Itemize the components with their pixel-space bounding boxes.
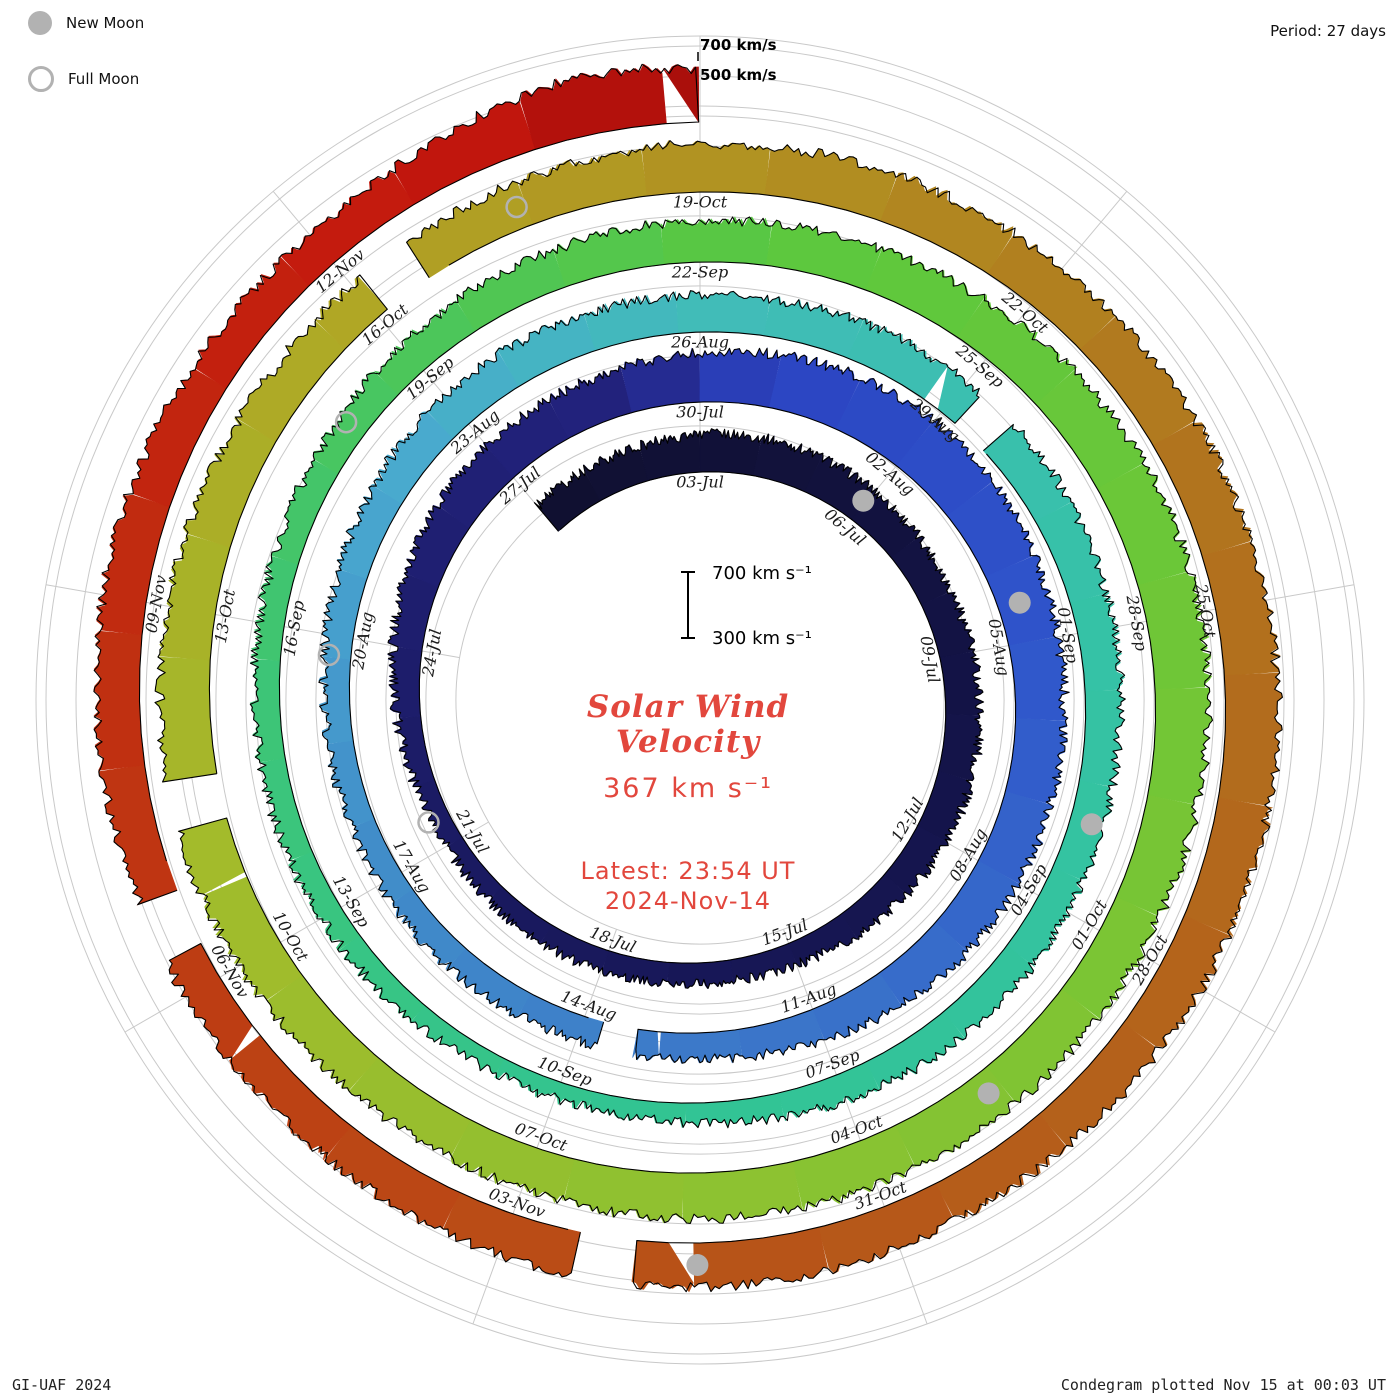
velocity-band-segment	[450, 1119, 575, 1204]
velocity-band-segment	[403, 504, 470, 588]
velocity-band-segment	[778, 1061, 880, 1121]
velocity-band-segment	[602, 950, 670, 987]
velocity-band-segment	[788, 913, 858, 968]
date-label: 30-Jul	[676, 403, 724, 422]
date-label: 03-Jul	[676, 473, 724, 492]
velocity-band-segment	[1218, 672, 1283, 806]
grid-spoke	[911, 821, 1276, 1033]
latest-time: Latest: 23:54 UT	[580, 857, 796, 886]
velocity-band-segment	[1152, 422, 1252, 557]
latest-timestamp: Latest: 23:54 UT 2024-Nov-14	[478, 856, 898, 916]
velocity-band-segment	[256, 757, 313, 862]
velocity-band-segment	[563, 1158, 684, 1224]
new-moon-label: New Moon	[66, 14, 145, 32]
credit-label: GI-UAF 2024	[12, 1376, 112, 1394]
velocity-band-segment	[865, 1011, 966, 1090]
velocity-band-segment	[371, 411, 454, 505]
plotted-timestamp: Condegram plotted Nov 15 at 00:03 UT	[1060, 1376, 1386, 1394]
velocity-band-segment	[182, 417, 277, 548]
velocity-band-segment	[699, 347, 782, 408]
velocity-band-segment	[387, 646, 423, 718]
scale-label-bottom: 300 km s⁻¹	[712, 628, 812, 649]
velocity-band-segment	[93, 630, 145, 771]
band-outline	[168, 942, 581, 1278]
moon-legend: New Moon Full Moon	[28, 8, 144, 120]
new-moon-marker	[686, 1254, 709, 1276]
band-outline	[93, 63, 700, 906]
full-moon-marker	[334, 410, 358, 434]
velocity-band-segment	[288, 851, 361, 951]
velocity-band-segment	[764, 144, 897, 222]
velocity-band-segment	[1123, 915, 1234, 1048]
velocity-band-segment	[410, 1005, 505, 1074]
velocity-band-segment	[520, 63, 667, 150]
new-moon-marker	[977, 1082, 1000, 1105]
velocity-band-segment	[338, 934, 426, 1023]
chart-title: Solar Wind Velocity	[478, 690, 898, 759]
velocity-band-segment	[765, 219, 883, 291]
velocity-band-segment	[878, 921, 969, 1007]
date-label: 26-Aug	[670, 333, 729, 352]
velocity-band-segment	[589, 1091, 687, 1129]
band-outline	[154, 274, 388, 783]
velocity-band-segment	[730, 943, 797, 985]
full-moon-marker	[317, 643, 341, 667]
velocity-band-segment	[685, 1092, 784, 1129]
velocity-band-segment	[1004, 718, 1069, 804]
velocity-band-segment	[195, 256, 310, 389]
velocity-band-segment	[229, 1035, 352, 1161]
new-moon-marker	[1080, 813, 1103, 836]
scale-label-top: 700 km s⁻¹	[712, 563, 812, 584]
new-moon-marker	[852, 489, 875, 512]
chart-title-line1: Solar Wind	[586, 689, 790, 725]
center-annotation: Solar Wind Velocity 367 km s⁻¹ Latest: 2…	[478, 690, 898, 916]
velocity-band-segment	[250, 556, 299, 662]
band-outline	[178, 216, 1214, 1224]
grid-spoke	[472, 929, 617, 1325]
velocity-band-segment	[446, 947, 532, 1018]
legend-new-moon: New Moon	[28, 8, 144, 38]
grid-spoke	[783, 929, 928, 1325]
velocity-band-segment	[519, 149, 648, 225]
new-moon-icon	[28, 11, 52, 35]
band-outline	[318, 290, 980, 1050]
velocity-band-segment	[631, 1240, 694, 1293]
velocity-band-segment	[880, 172, 1014, 274]
velocity-band-segment	[584, 291, 679, 352]
velocity-band-segment	[660, 216, 772, 266]
velocity-band-segment	[1035, 502, 1110, 604]
current-velocity-value: 367 km s⁻¹	[603, 773, 773, 805]
velocity-band-segment	[1183, 797, 1274, 937]
velocity-band-segment	[550, 365, 633, 439]
full-moon-marker	[417, 811, 440, 834]
velocity-band-segment	[865, 245, 987, 338]
velocity-band-segment	[682, 1161, 803, 1224]
velocity-band-segment	[699, 428, 762, 476]
velocity-band-segment	[98, 764, 178, 906]
latest-date: 2024-Nov-14	[604, 887, 772, 916]
velocity-band-segment	[318, 656, 354, 745]
full-moon-icon	[28, 66, 54, 92]
velocity-band-segment	[280, 171, 415, 287]
period-label: Period: 27 days	[1270, 22, 1386, 40]
velocity-band-segment	[641, 140, 770, 197]
velocity-band-segment	[763, 296, 864, 359]
ring-label-500: 500 km/s	[700, 66, 777, 84]
velocity-band-segment	[1006, 866, 1083, 968]
chart-title-line2: Velocity	[615, 723, 761, 760]
date-label: 19-Oct	[673, 193, 728, 212]
ring-label-700: 700 km/s	[700, 36, 777, 54]
date-label: 22-Sep	[671, 263, 728, 282]
velocity-band-segment	[1061, 896, 1158, 1020]
legend-full-moon: Full Moon	[28, 64, 144, 94]
new-moon-marker	[1008, 591, 1031, 614]
band-outline	[387, 347, 1070, 1064]
full-moon-label: Full Moon	[68, 70, 140, 88]
full-moon-marker	[505, 195, 528, 219]
band-outline	[406, 140, 1283, 1293]
